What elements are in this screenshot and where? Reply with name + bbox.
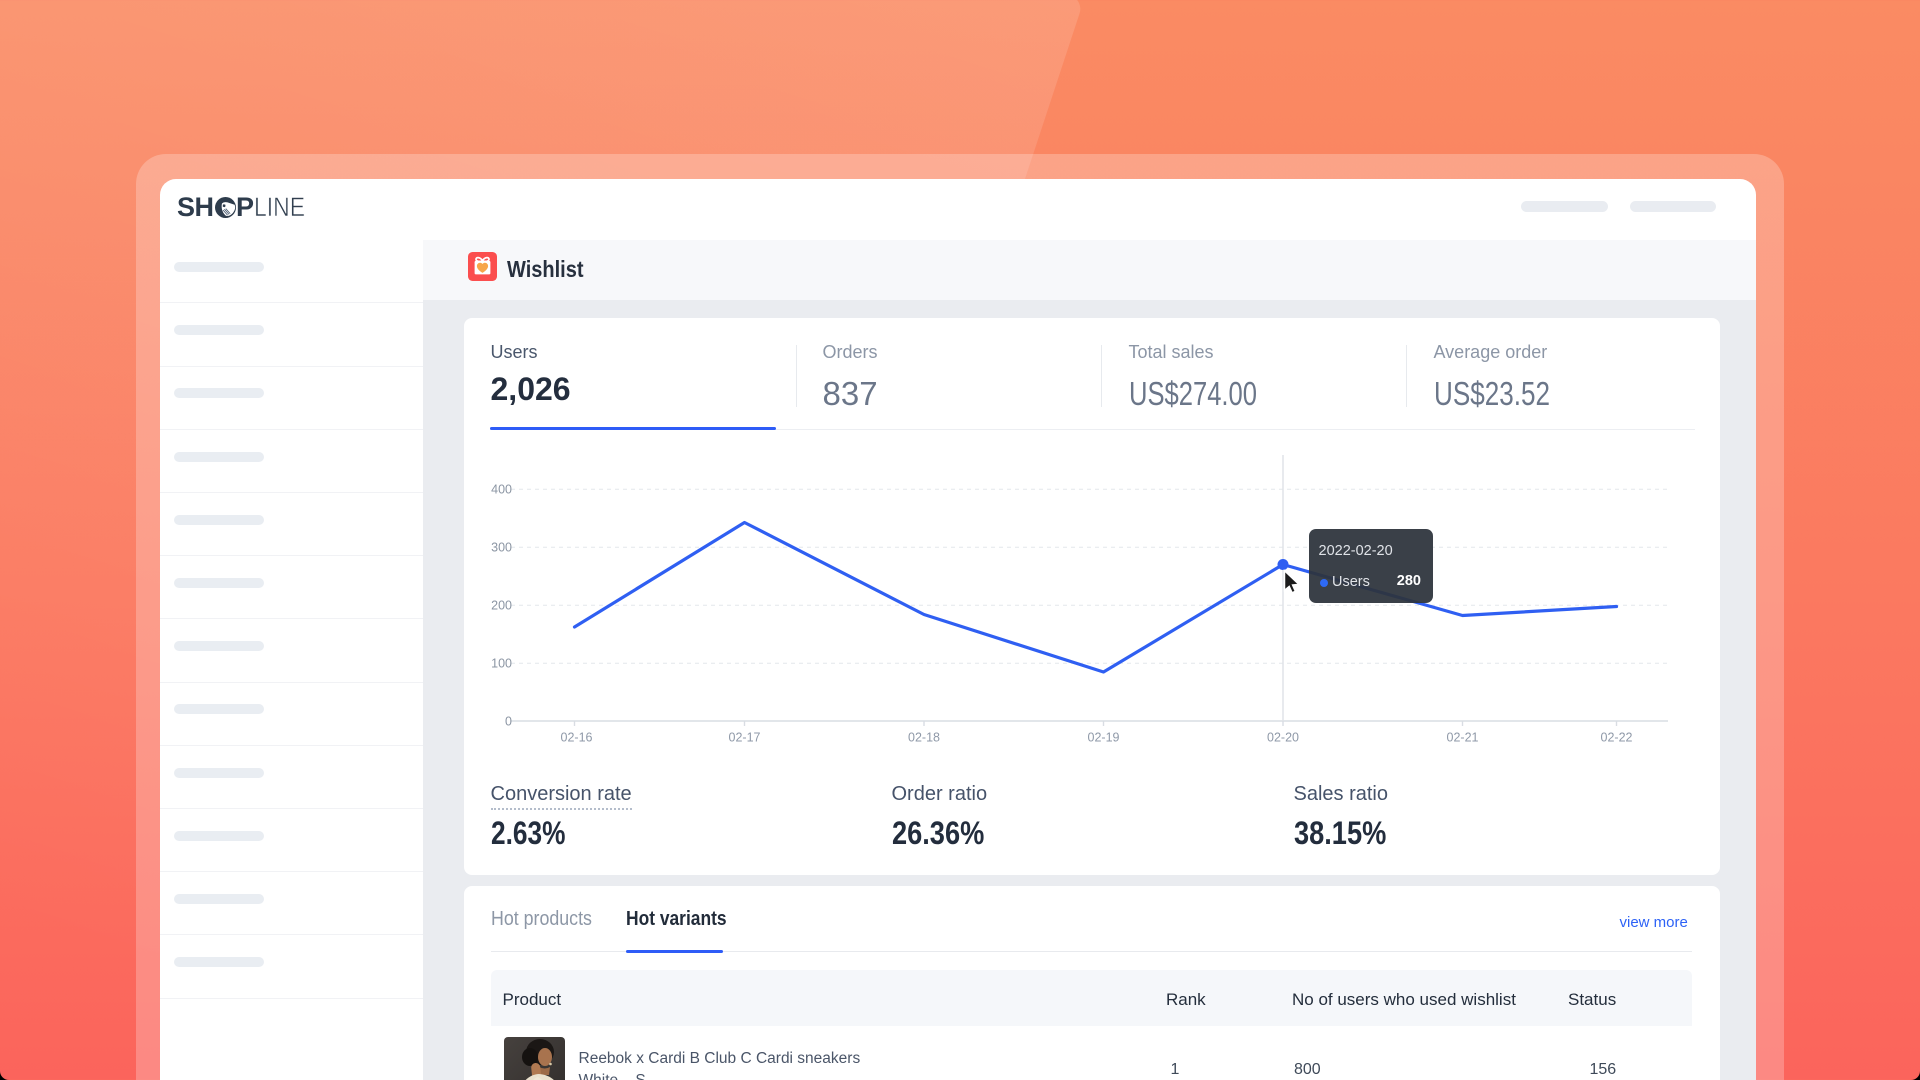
svg-text:200: 200 xyxy=(491,599,512,613)
svg-text:02-19: 02-19 xyxy=(1087,731,1119,745)
svg-text:0: 0 xyxy=(505,715,512,729)
svg-text:400: 400 xyxy=(491,483,512,497)
svg-text:02-16: 02-16 xyxy=(560,731,592,745)
svg-text:02-22: 02-22 xyxy=(1600,731,1632,745)
svg-text:02-17: 02-17 xyxy=(728,731,760,745)
svg-text:02-20: 02-20 xyxy=(1267,731,1299,745)
svg-text:300: 300 xyxy=(491,541,512,555)
svg-text:02-18: 02-18 xyxy=(908,731,940,745)
svg-text:02-21: 02-21 xyxy=(1446,731,1478,745)
svg-text:100: 100 xyxy=(491,657,512,671)
